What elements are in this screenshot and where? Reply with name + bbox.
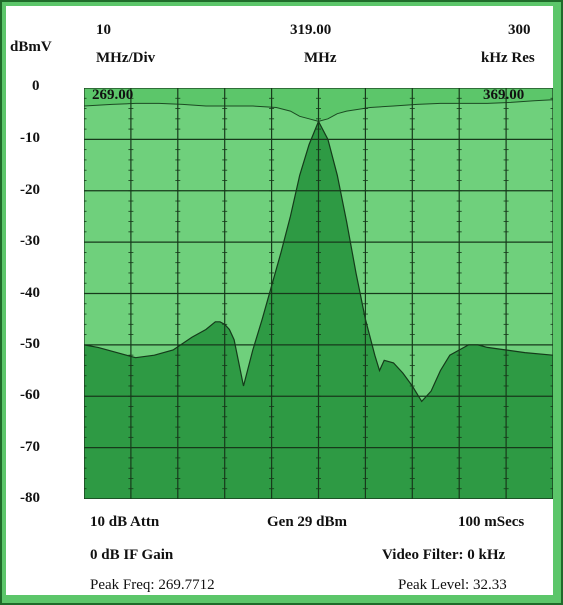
- center-frequency-value: 319.00: [290, 22, 332, 38]
- spectrum-plot: [84, 88, 553, 499]
- attenuation-text: 10 dB Attn: [90, 514, 160, 530]
- y-tick-label: -50: [20, 335, 40, 352]
- y-tick-label: -40: [20, 284, 40, 301]
- center-frequency-unit: MHz: [304, 50, 337, 66]
- y-tick-label: -20: [20, 181, 40, 198]
- sweep-time-text: 100 mSecs: [458, 514, 525, 530]
- generator-level-text: Gen 29 dBm: [267, 514, 348, 530]
- video-filter-text: Video Filter: 0 kHz: [382, 547, 506, 563]
- marker-left-label: 269.00: [92, 87, 134, 103]
- peak-level-text: Peak Level: 32.33: [398, 577, 507, 593]
- y-tick-label: 0: [32, 78, 40, 94]
- y-tick-label: -60: [20, 387, 40, 404]
- y-tick-label: -30: [20, 233, 40, 250]
- marker-right-label: 369.00: [483, 87, 525, 103]
- y-tick-label: -70: [20, 438, 40, 455]
- resolution-value: 300: [508, 22, 531, 38]
- if-gain-text: 0 dB IF Gain: [90, 547, 174, 563]
- y-unit-label: dBmV: [10, 39, 52, 55]
- y-tick-label: -10: [20, 130, 40, 147]
- resolution-unit: kHz Res: [481, 50, 535, 66]
- span-value: 10: [96, 22, 111, 38]
- span-unit: MHz/Div: [96, 50, 156, 66]
- peak-frequency-text: Peak Freq: 269.7712: [90, 577, 215, 593]
- y-tick-label: -80: [20, 490, 40, 506]
